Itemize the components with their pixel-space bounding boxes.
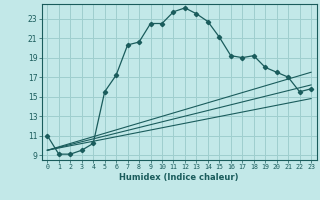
X-axis label: Humidex (Indice chaleur): Humidex (Indice chaleur): [119, 173, 239, 182]
